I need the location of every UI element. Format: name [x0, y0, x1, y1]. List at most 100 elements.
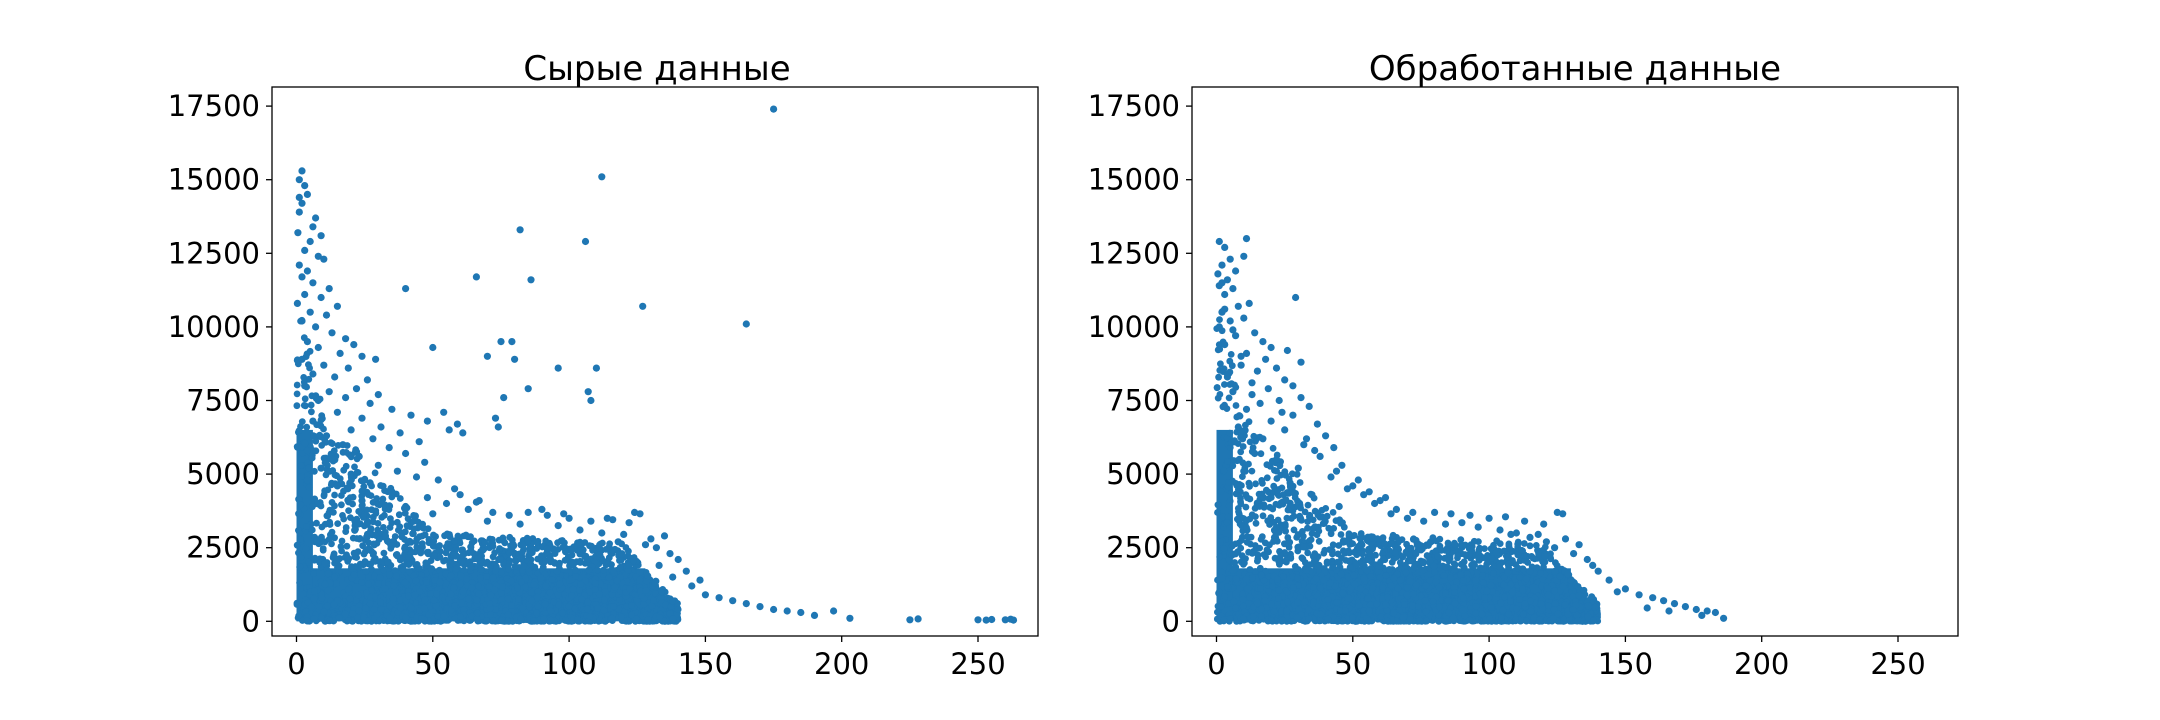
- chart-raw-point: [1009, 616, 1018, 624]
- chart-raw-point: [325, 388, 333, 396]
- chart-raw-point: [352, 385, 361, 393]
- chart-raw-dense-point: [447, 557, 455, 565]
- chart-processed-dense-point: [1273, 467, 1280, 475]
- chart-raw-dense-point: [567, 546, 575, 554]
- chart-raw-dense-point: [541, 600, 549, 608]
- chart-raw-dense-point: [550, 598, 557, 606]
- chart-raw-dense-point: [420, 604, 428, 612]
- chart-raw-dense-point: [355, 508, 363, 515]
- chart-processed-dense-point: [1526, 542, 1534, 550]
- chart-raw-point: [412, 473, 421, 481]
- chart-raw-dense-point: [601, 617, 609, 625]
- chart-raw-point: [639, 302, 647, 310]
- chart-raw-dense-point: [458, 558, 466, 566]
- chart-raw-point: [451, 485, 459, 493]
- chart-processed-dense-point: [1447, 574, 1455, 582]
- chart-raw-point: [688, 582, 696, 590]
- chart-processed-dense-point: [1304, 524, 1311, 532]
- chart-raw-dense-point: [341, 610, 349, 618]
- chart-raw-dense-point: [514, 584, 521, 592]
- chart-raw-dense-point: [310, 595, 318, 603]
- chart-raw-point: [301, 290, 309, 299]
- chart-processed-dense-point: [1569, 593, 1577, 600]
- chart-processed-dense-point: [1218, 569, 1226, 576]
- chart-raw-dense-point: [576, 559, 584, 566]
- chart-raw-dense-point: [427, 557, 435, 564]
- chart-raw-dense-point: [371, 572, 379, 580]
- chart-raw-dense-point: [519, 604, 527, 612]
- chart-raw-dense-point: [575, 586, 583, 594]
- chart-raw-dense-point: [369, 518, 377, 526]
- chart-processed-dense-point: [1518, 546, 1525, 554]
- chart-raw-dense-point: [371, 469, 379, 477]
- chart-raw-dense-point: [596, 617, 604, 624]
- chart-processed-dense-point: [1379, 584, 1387, 591]
- chart-raw-dense-point: [364, 491, 372, 498]
- chart-raw-dense-point: [346, 595, 354, 603]
- chart-raw-point: [660, 532, 669, 540]
- chart-processed-dense-point: [1279, 573, 1287, 580]
- chart-raw-dense-point: [318, 594, 326, 602]
- chart-raw-dense-point: [338, 501, 345, 509]
- chart-raw-dense-point: [436, 542, 443, 549]
- chart-raw-dense-point: [561, 556, 569, 564]
- chart-processed-dense-point: [1232, 604, 1239, 612]
- chart-processed-dense-point: [1325, 524, 1333, 532]
- chart-raw-dense-point: [444, 531, 452, 539]
- chart-raw-dense-point: [442, 579, 450, 587]
- chart-processed-dense-point: [1253, 599, 1261, 607]
- chart-raw-dense-point: [361, 476, 368, 484]
- chart-raw-dense-point: [298, 584, 306, 592]
- chart-processed-dense-point: [1497, 599, 1505, 607]
- chart-processed-dense-point: [1329, 509, 1337, 516]
- chart-raw-dense-point: [546, 589, 554, 597]
- chart-raw-dense-point: [334, 520, 342, 527]
- chart-raw-dense-point: [350, 549, 358, 557]
- chart-raw-point: [342, 394, 350, 402]
- chart-raw-point: [344, 364, 352, 372]
- chart-raw-point: [322, 432, 331, 440]
- chart-raw-dense-point: [305, 361, 312, 368]
- chart-raw-dense-point: [489, 543, 497, 550]
- chart-raw-dense-point: [349, 493, 357, 501]
- chart-raw-point: [295, 176, 303, 184]
- chart-raw-point: [598, 173, 606, 181]
- chart-raw-dense-point: [430, 531, 437, 539]
- chart-raw-dense-point: [328, 499, 336, 506]
- chart-raw-dense-point: [547, 607, 555, 615]
- chart-raw-dense-point: [328, 440, 336, 447]
- chart-processed-dense-point: [1252, 519, 1260, 527]
- chart-raw-point: [636, 510, 644, 518]
- chart-processed-dense-point: [1245, 600, 1253, 607]
- chart-raw-dense-point: [365, 580, 372, 588]
- chart-processed-dense-point: [1263, 474, 1271, 482]
- chart-raw-dense-point: [392, 588, 400, 596]
- chart-raw-dense-point: [436, 566, 443, 574]
- chart-raw-dense-point: [342, 462, 350, 470]
- chart-raw-dense-point: [542, 582, 550, 590]
- chart-raw-point: [298, 167, 306, 175]
- chart-processed-dense-point: [1256, 544, 1263, 552]
- chart-raw-dense-point: [534, 555, 542, 563]
- chart-processed-dense-point: [1434, 617, 1442, 625]
- chart-raw-dense-point: [308, 454, 316, 462]
- chart-raw-dense-point: [331, 491, 338, 499]
- chart-processed-dense-point: [1346, 549, 1353, 557]
- chart-raw-dense-point: [608, 591, 616, 598]
- chart-raw-dense-point: [554, 591, 562, 599]
- chart-raw-point: [331, 373, 339, 381]
- chart-raw-dense-point: [405, 592, 412, 600]
- chart-processed-dense-point: [1246, 438, 1254, 446]
- chart-raw-point: [333, 302, 341, 310]
- chart-raw-dense-point: [363, 589, 371, 597]
- chart-raw-dense-point: [504, 611, 512, 618]
- chart-raw-dense-point: [540, 615, 548, 623]
- chart-raw-dense-point: [312, 447, 320, 455]
- chart-processed-dense-point: [1442, 563, 1449, 571]
- chart-raw-dense-point: [432, 602, 440, 610]
- chart-processed-dense-point: [1221, 593, 1229, 600]
- chart-raw-dense-point: [351, 463, 358, 471]
- chart-raw-dense-point: [300, 402, 308, 409]
- chart-raw-dense-point: [489, 574, 497, 582]
- chart-processed-dense-point: [1389, 531, 1397, 539]
